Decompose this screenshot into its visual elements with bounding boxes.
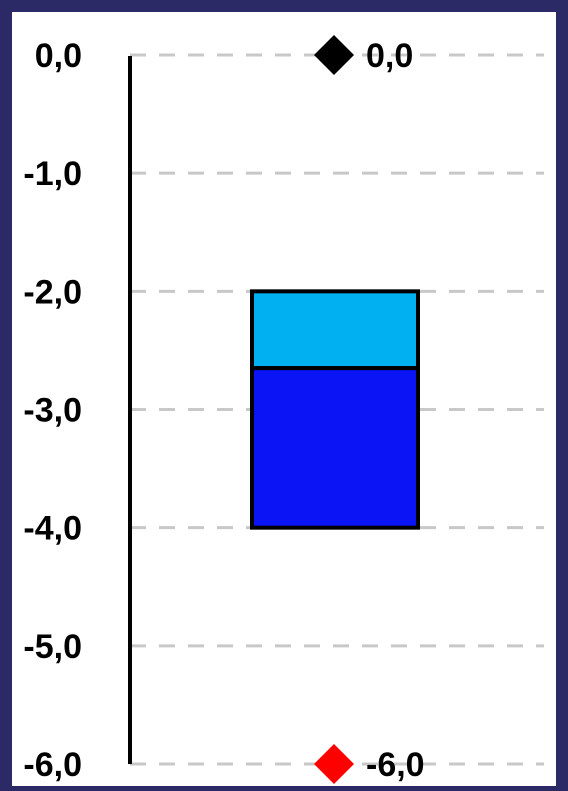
bar-segment — [250, 289, 420, 371]
marker-diamond — [314, 744, 354, 784]
marker-diamond — [314, 35, 354, 75]
marker-label: 0,0 — [366, 37, 413, 75]
y-tick-label: -5,0 — [23, 628, 82, 666]
chart-panel: 0,0 -1,0 -2,0 -3,0 -4,0 -5,0 -6,0 0,0 -6,0 — [12, 12, 556, 786]
chart-svg: 0,0 -1,0 -2,0 -3,0 -4,0 -5,0 -6,0 0,0 -6,0 — [23, 35, 544, 784]
marker-label: -6,0 — [366, 746, 425, 784]
markers: 0,0 -6,0 — [314, 35, 425, 784]
y-axis-tick-labels: 0,0 -1,0 -2,0 -3,0 -4,0 -5,0 -6,0 — [23, 37, 82, 784]
bar-segment — [250, 366, 420, 530]
y-tick-label: 0,0 — [35, 37, 82, 75]
y-tick-label: -6,0 — [23, 746, 82, 784]
y-tick-label: -3,0 — [23, 392, 82, 430]
y-tick-label: -4,0 — [23, 510, 82, 548]
y-tick-label: -2,0 — [23, 273, 82, 311]
stacked-bar — [250, 289, 420, 530]
y-tick-label: -1,0 — [23, 155, 82, 193]
